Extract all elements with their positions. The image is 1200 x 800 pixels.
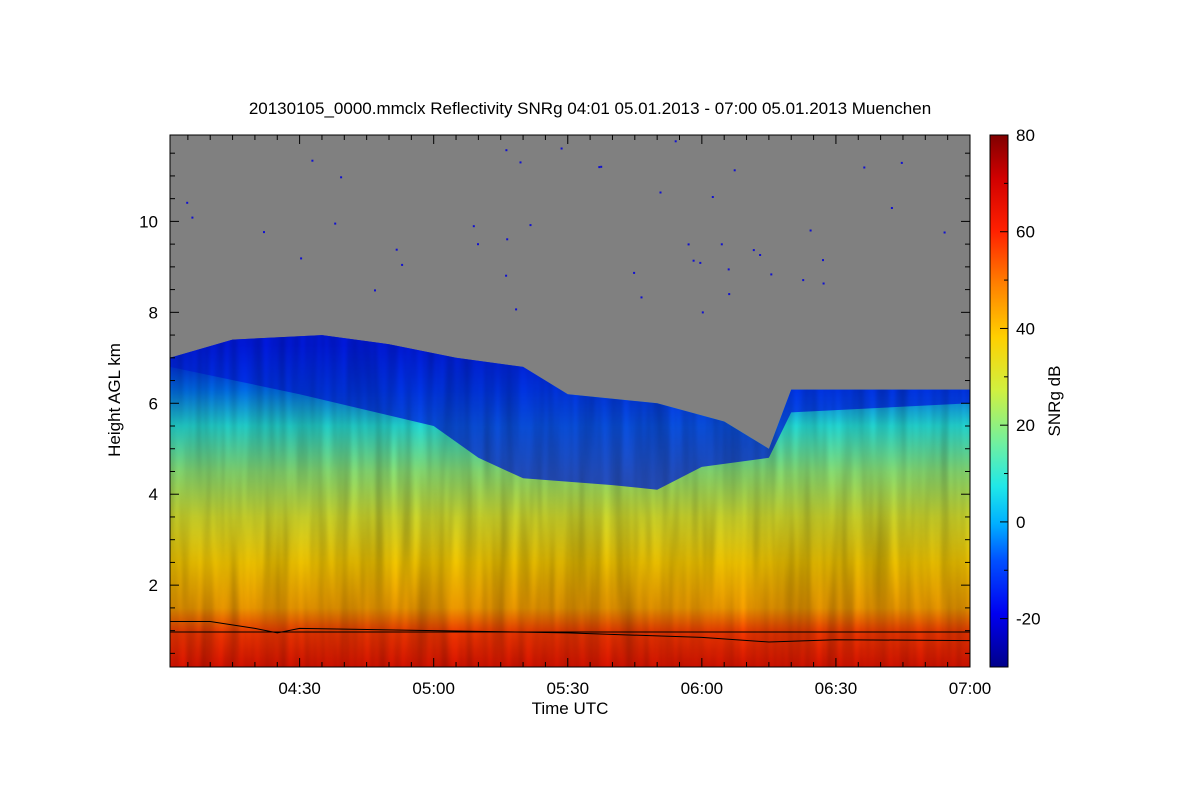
noise-speckle bbox=[529, 224, 532, 227]
x-axis: 04:30 05:00 05:30 06:00 06:30 07:00 bbox=[187, 135, 992, 698]
x-tick-label: 06:00 bbox=[681, 679, 724, 698]
y-tick-label: 10 bbox=[139, 212, 158, 231]
colorbar-tick-label: -20 bbox=[1016, 610, 1041, 629]
noise-speckle bbox=[374, 289, 376, 292]
noise-speckle bbox=[300, 257, 303, 260]
radar-echo-layer bbox=[170, 335, 970, 667]
noise-speckle bbox=[770, 273, 773, 276]
noise-speckle bbox=[701, 311, 704, 314]
noise-speckle bbox=[822, 282, 825, 285]
noise-speckle bbox=[752, 249, 755, 252]
x-axis-label: Time UTC bbox=[532, 699, 609, 718]
noise-speckle bbox=[900, 161, 903, 164]
y-tick-label: 8 bbox=[149, 303, 158, 322]
fall-streak-texture bbox=[170, 335, 970, 667]
colorbar-tick-label: 40 bbox=[1016, 319, 1035, 338]
noise-speckle bbox=[263, 231, 265, 234]
chart-title: 20130105_0000.mmclx Reflectivity SNRg 04… bbox=[249, 99, 931, 118]
noise-speckle bbox=[395, 248, 398, 251]
colorbar-tick-label: 0 bbox=[1016, 513, 1025, 532]
noise-speckle bbox=[674, 140, 677, 143]
colorbar-ticks: -20 0 20 40 60 80 bbox=[1000, 126, 1041, 668]
noise-speckle bbox=[802, 279, 805, 282]
noise-speckle bbox=[401, 263, 404, 266]
colorbar-label: SNRg dB bbox=[1045, 366, 1064, 437]
x-tick-label: 07:00 bbox=[949, 679, 992, 698]
noise-speckle bbox=[505, 149, 508, 152]
y-tick-label: 6 bbox=[149, 394, 158, 413]
noise-speckle bbox=[809, 229, 812, 232]
noise-speckle bbox=[943, 231, 946, 234]
colorbar-tick-label: 80 bbox=[1016, 126, 1035, 145]
plot-frame bbox=[169, 134, 971, 668]
noise-speckle bbox=[890, 207, 893, 209]
y-tick-label: 4 bbox=[149, 485, 158, 504]
noise-speckle bbox=[515, 308, 518, 311]
noise-speckle bbox=[728, 293, 731, 296]
x-tick-label: 05:00 bbox=[412, 679, 455, 698]
plot-area bbox=[170, 135, 970, 667]
colorbar-tick-label: 60 bbox=[1016, 223, 1035, 242]
noise-speckle bbox=[727, 268, 730, 271]
noise-speckle bbox=[519, 161, 522, 164]
noise-speckle bbox=[477, 243, 479, 246]
noise-speckle bbox=[687, 243, 690, 246]
noise-speckle bbox=[600, 165, 603, 168]
noise-speckle bbox=[692, 259, 695, 262]
noise-speckle bbox=[822, 259, 824, 262]
noise-speckles bbox=[186, 140, 946, 314]
noise-speckle bbox=[191, 216, 194, 219]
noise-speckle bbox=[633, 271, 636, 274]
x-tick-label: 06:30 bbox=[815, 679, 858, 698]
noise-speckle bbox=[759, 254, 762, 256]
noise-speckle bbox=[472, 225, 475, 228]
colorbar-gradient bbox=[989, 134, 1009, 668]
noise-speckle bbox=[711, 196, 714, 198]
noise-speckle bbox=[340, 176, 343, 179]
x-tick-label: 04:30 bbox=[278, 679, 321, 698]
noise-speckle bbox=[560, 147, 563, 150]
colorbar-tick-label: 20 bbox=[1016, 416, 1035, 435]
y-tick-label: 2 bbox=[149, 576, 158, 595]
x-tick-label: 05:30 bbox=[546, 679, 589, 698]
melting-layer-line bbox=[170, 621, 970, 643]
noise-speckle bbox=[598, 166, 601, 169]
noise-speckle bbox=[659, 191, 662, 194]
noise-speckle bbox=[863, 166, 866, 169]
noise-speckle bbox=[334, 222, 337, 225]
noise-speckle bbox=[311, 159, 314, 162]
noise-speckle bbox=[186, 201, 189, 204]
colorbar: -20 0 20 40 60 80 SNRg dB bbox=[989, 126, 1064, 668]
noise-speckle bbox=[505, 274, 508, 277]
y-axis-label: Height AGL km bbox=[105, 343, 124, 457]
noise-speckle bbox=[720, 243, 723, 246]
noise-speckle bbox=[699, 261, 702, 264]
y-axis: 2 4 6 8 10 bbox=[139, 152, 970, 654]
noise-speckle bbox=[506, 238, 509, 241]
noise-speckle bbox=[733, 169, 736, 172]
noise-speckle bbox=[640, 296, 643, 299]
